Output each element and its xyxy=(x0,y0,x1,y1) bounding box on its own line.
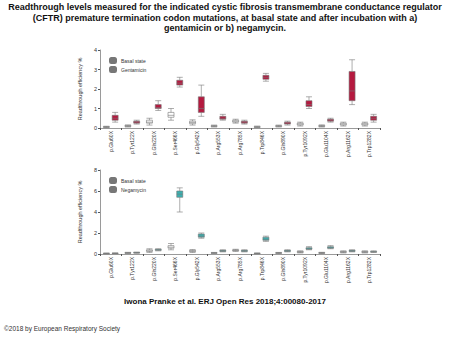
svg-text:p.Gln890X: p.Gln890X xyxy=(280,256,286,280)
svg-text:p.Trp846X: p.Trp846X xyxy=(259,256,265,280)
svg-text:Gentamicin: Gentamicin xyxy=(121,67,147,73)
svg-text:4: 4 xyxy=(94,209,97,215)
svg-text:p.Gly542X: p.Gly542X xyxy=(194,256,200,280)
svg-text:4: 4 xyxy=(94,47,97,53)
svg-text:p.Glu1104X: p.Glu1104X xyxy=(323,256,329,283)
svg-text:2: 2 xyxy=(94,86,97,92)
svg-text:Basal state: Basal state xyxy=(121,178,146,184)
svg-text:p.Tyr1092X: p.Tyr1092X xyxy=(302,130,308,156)
svg-text:p.Arg553X: p.Arg553X xyxy=(215,256,221,280)
svg-text:p.Trp846X: p.Trp846X xyxy=(259,130,265,154)
svg-text:p.Gln220X: p.Gln220X xyxy=(151,130,157,154)
html-text:Iwona Pranke et al. ERJ Open R: Iwona Pranke et al. ERJ Open Res 2018;4:… xyxy=(124,297,326,306)
svg-text:p.Arg785X: p.Arg785X xyxy=(237,256,243,280)
svg-text:p.Tyr122X: p.Tyr122X xyxy=(129,130,135,153)
svg-text:p.Ser466X: p.Ser466X xyxy=(172,130,178,154)
svg-text:8: 8 xyxy=(94,167,97,173)
svg-text:2: 2 xyxy=(94,230,97,236)
svg-text:p.Ser466X: p.Ser466X xyxy=(172,256,178,280)
svg-text:p.Tyr1092X: p.Tyr1092X xyxy=(302,256,308,282)
svg-text:0: 0 xyxy=(94,251,97,257)
svg-text:Readthrough efficiency %: Readthrough efficiency % xyxy=(77,58,83,121)
svg-text:p.Tyr122X: p.Tyr122X xyxy=(129,256,135,279)
svg-text:p.Gln220X: p.Gln220X xyxy=(151,256,157,280)
html-text:Readthrough levels measured fo: Readthrough levels measured for the indi… xyxy=(8,2,442,33)
svg-text:p.Trp1282X: p.Trp1282X xyxy=(366,130,372,157)
svg-text:p.Gly542X: p.Gly542X xyxy=(194,130,200,154)
svg-text:1: 1 xyxy=(94,106,97,112)
svg-text:p.Arg1162X: p.Arg1162X xyxy=(345,130,351,157)
html-text:©2018 by European Respiratory: ©2018 by European Respiratory Society xyxy=(4,325,121,332)
svg-text:p.Gln890X: p.Gln890X xyxy=(280,130,286,154)
svg-text:p.Arg1162X: p.Arg1162X xyxy=(345,256,351,283)
svg-text:3: 3 xyxy=(94,67,97,73)
svg-text:p.Arg553X: p.Arg553X xyxy=(215,130,221,154)
svg-text:p.Glu60X: p.Glu60X xyxy=(108,256,114,278)
svg-text:0: 0 xyxy=(94,125,97,131)
svg-text:p.Arg785X: p.Arg785X xyxy=(237,130,243,154)
svg-text:6: 6 xyxy=(94,188,97,194)
svg-text:p.Glu60X: p.Glu60X xyxy=(108,130,114,152)
svg-text:p.Glu1104X: p.Glu1104X xyxy=(323,130,329,157)
svg-text:Basal state: Basal state xyxy=(121,58,146,64)
svg-text:Readthrough efficiency %: Readthrough efficiency % xyxy=(77,181,83,244)
svg-text:Negamycin: Negamycin xyxy=(121,187,146,193)
svg-text:p.Trp1282X: p.Trp1282X xyxy=(366,256,372,283)
